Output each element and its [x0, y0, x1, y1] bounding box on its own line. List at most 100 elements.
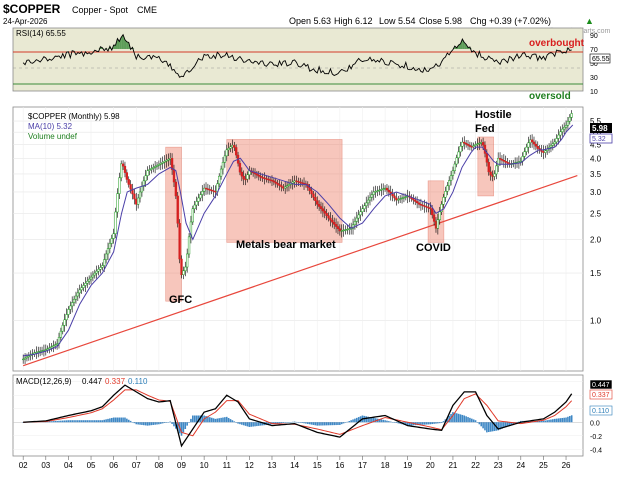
- candle-body: [79, 290, 81, 293]
- candle-body: [262, 177, 264, 178]
- candle-body: [224, 156, 226, 162]
- signal-value-label: 0.337: [105, 377, 126, 386]
- macd-histogram-bar: [252, 422, 254, 426]
- macd-histogram-bar: [394, 422, 396, 423]
- macd-histogram-bar: [75, 420, 77, 422]
- candle-body: [527, 143, 529, 147]
- x-tick-label: 03: [41, 461, 50, 470]
- candle-body: [124, 166, 126, 172]
- candle-body: [288, 184, 290, 185]
- macd-histogram-bar: [552, 419, 554, 422]
- gfc-annotation: GFC: [169, 294, 192, 306]
- candle-body: [194, 205, 196, 209]
- macd-histogram-bar: [424, 422, 426, 424]
- macd-histogram-bar: [467, 417, 469, 422]
- candle-body: [141, 186, 143, 192]
- candle-body: [115, 212, 117, 234]
- candle-body: [256, 174, 258, 175]
- candle-body: [377, 191, 379, 192]
- x-tick-label: 19: [403, 461, 412, 470]
- price-tick-label: 3.0: [590, 188, 602, 197]
- candle-body: [162, 162, 164, 163]
- macd-histogram-bar: [333, 422, 335, 425]
- macd-histogram-bar: [256, 422, 258, 426]
- macd-histogram-bar: [88, 420, 90, 422]
- macd-histogram-bar: [122, 418, 124, 423]
- candle-body: [209, 189, 211, 190]
- candle-body: [297, 181, 299, 182]
- macd-histogram-bar: [350, 420, 352, 422]
- candle-body: [154, 166, 156, 167]
- macd-panel: MACD(12,26,9) 0.447 0.337 0.110 0.60.40.…: [13, 375, 612, 456]
- candle-body: [122, 164, 124, 166]
- macd-histogram-bar: [192, 416, 194, 423]
- candle-body: [558, 135, 560, 138]
- highlight-box: [227, 139, 342, 242]
- candle-body: [314, 197, 316, 200]
- x-tick-label: 18: [381, 461, 390, 470]
- macd-histogram-bar: [294, 422, 296, 423]
- candle-body: [507, 162, 509, 163]
- macd-histogram-bar: [105, 419, 107, 422]
- macd-histogram-bar: [98, 420, 100, 422]
- macd-histogram-bar: [386, 421, 388, 423]
- macd-histogram-bar: [183, 422, 185, 432]
- macd-histogram-bar: [563, 418, 565, 423]
- macd-histogram-bar: [94, 420, 96, 422]
- macd-histogram-bar: [356, 418, 358, 422]
- candle-body: [175, 182, 177, 196]
- candle-body: [480, 142, 482, 143]
- macd-histogram-bar: [365, 416, 367, 422]
- overbought-label: overbought: [529, 38, 585, 49]
- macd-histogram-bar: [152, 422, 154, 425]
- candle-body: [226, 150, 228, 156]
- candle-body: [337, 227, 339, 229]
- macd-histogram-bar: [458, 414, 460, 422]
- macd-histogram-bar: [241, 422, 243, 424]
- macd-histogram-bar: [62, 421, 64, 423]
- macd-histogram-bar: [124, 418, 126, 423]
- macd-histogram-bar: [335, 422, 337, 425]
- low-label: Low 5.54: [379, 16, 416, 26]
- macd-histogram-bar: [569, 416, 571, 422]
- candle-body: [486, 153, 488, 162]
- x-tick-label: 13: [268, 461, 277, 470]
- macd-histogram-bar: [477, 422, 479, 423]
- candle-body: [126, 173, 128, 180]
- candle-body: [328, 216, 330, 218]
- macd-histogram-bar: [254, 422, 256, 426]
- macd-histogram-bar: [119, 418, 121, 423]
- candle-body: [69, 306, 71, 309]
- macd-histogram-bar: [311, 422, 313, 424]
- macd-histogram-bar: [68, 420, 70, 422]
- candle-body: [167, 159, 169, 160]
- candle-body: [384, 188, 386, 189]
- candle-body: [569, 117, 571, 121]
- macd-histogram-bar: [232, 420, 234, 422]
- macd-histogram-bar: [571, 415, 573, 422]
- rsi-panel-background: [13, 28, 583, 91]
- candle-body: [277, 183, 279, 184]
- candle-body: [303, 183, 305, 184]
- x-tick-label: 09: [177, 461, 186, 470]
- macd-histogram-bar: [92, 420, 94, 422]
- ma-legend: MA(10) 5.32: [28, 122, 73, 131]
- candle-body: [333, 222, 335, 224]
- candle-body: [533, 142, 535, 144]
- symbol-label: $COPPER: [3, 2, 61, 16]
- candle-body: [254, 173, 256, 174]
- macd-histogram-bar: [561, 418, 563, 422]
- macd-histogram-bar: [560, 418, 562, 422]
- candle-body: [130, 184, 132, 189]
- exchange-label: CME: [137, 5, 157, 15]
- macd-histogram-bar: [320, 422, 322, 425]
- candle-body: [96, 271, 98, 273]
- candle-body: [452, 171, 454, 176]
- candle-body: [437, 220, 439, 229]
- rsi-value-tag-text: 65.55: [592, 56, 610, 63]
- candle-body: [90, 277, 92, 279]
- macd-histogram-bar: [431, 422, 433, 424]
- macd-histogram-bar: [286, 422, 288, 423]
- price-panel: $COPPER (Monthly) 5.98 MA(10) 5.32 Volum…: [13, 107, 612, 371]
- x-tick-label: 21: [448, 461, 457, 470]
